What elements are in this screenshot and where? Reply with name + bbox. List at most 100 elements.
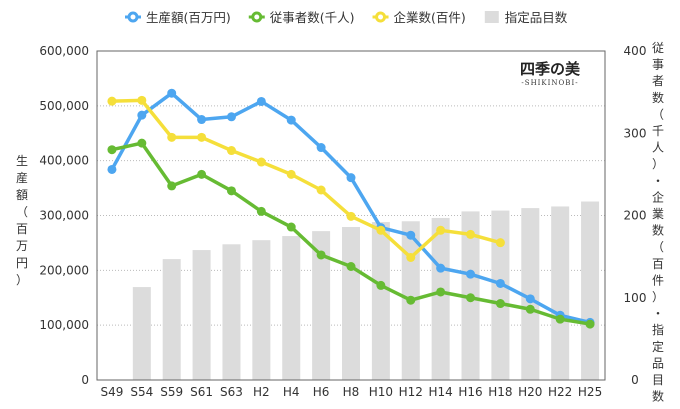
data-point [555, 314, 565, 324]
data-point [436, 287, 446, 297]
data-point [585, 319, 595, 329]
bar [371, 222, 390, 380]
data-point [466, 229, 476, 239]
y-left-title-char: 万 [16, 239, 28, 253]
series-line [111, 98, 501, 260]
data-point [256, 96, 266, 106]
x-tick: H12 [399, 385, 423, 399]
data-point [286, 169, 296, 179]
y-right-title-char: （ [652, 107, 664, 121]
data-point [406, 252, 416, 262]
data-point [256, 157, 266, 167]
x-tick: S63 [220, 385, 243, 399]
bar [282, 236, 301, 380]
bar [252, 240, 271, 380]
x-tick: S59 [160, 385, 183, 399]
y-right-tick: 400 [624, 44, 647, 58]
x-tick: H10 [369, 385, 393, 399]
data-point [197, 115, 207, 125]
data-point [495, 299, 505, 309]
y-right-title-char: ） [652, 157, 664, 171]
y-right-title-char: 企 [652, 189, 664, 204]
y-left-tick: 400,000 [39, 154, 89, 168]
bar [132, 287, 151, 380]
y-right-title-char: 数 [652, 223, 664, 238]
data-point [406, 230, 416, 240]
y-left-title-char: 産 [16, 170, 28, 185]
bar [342, 227, 360, 380]
legend-label: 従事者数(千人) [270, 10, 355, 25]
data-point [167, 132, 177, 142]
y-right-title-char: 従 [652, 41, 664, 55]
y-right-title-char: 業 [652, 207, 664, 221]
data-point [197, 132, 207, 142]
x-tick: S54 [130, 385, 153, 399]
data-point [137, 110, 147, 120]
data-point [316, 185, 326, 195]
data-point [226, 186, 236, 196]
x-tick: H16 [458, 385, 482, 399]
y-right-title-char: 件 [652, 273, 664, 287]
data-point [316, 250, 326, 260]
x-tick: H22 [548, 385, 572, 399]
y-right-title-char: 者 [652, 74, 664, 88]
y-left-tick: 300,000 [39, 209, 89, 223]
legend-marker [375, 11, 387, 23]
data-point [436, 263, 446, 273]
logo-subtext: -SHIKINOBI- [521, 79, 579, 87]
y-right-tick: 0 [631, 373, 639, 387]
x-tick: S49 [100, 385, 123, 399]
y-right-title-char: 百 [652, 257, 664, 271]
bar [491, 210, 510, 380]
data-point [436, 225, 446, 235]
data-point [346, 173, 356, 183]
y-right-title-char: （ [652, 240, 664, 254]
data-point [226, 112, 236, 122]
y-right-title-char: 数 [652, 90, 664, 105]
x-tick: S61 [190, 385, 213, 399]
x-tick: H8 [343, 385, 360, 399]
bar [192, 250, 211, 380]
data-point [167, 181, 177, 191]
data-point [107, 96, 117, 106]
data-point [107, 164, 117, 174]
legend-label: 生産額(百万円) [146, 10, 231, 25]
bar [312, 231, 331, 380]
legend-swatch [484, 11, 499, 23]
data-point [316, 143, 326, 153]
data-point [406, 295, 416, 305]
legend-label: 企業数(百件) [394, 10, 466, 25]
y-left-title-char: 生 [16, 154, 28, 168]
data-point [286, 115, 296, 125]
data-point [346, 261, 356, 271]
y-right-title-char: 人 [652, 141, 664, 155]
x-tick: H18 [488, 385, 512, 399]
x-tick: H6 [313, 385, 330, 399]
x-tick: H2 [253, 385, 270, 399]
data-point [167, 88, 177, 98]
x-tick: H25 [578, 385, 602, 399]
data-point [256, 206, 266, 216]
y-right-title-char: 指 [652, 322, 664, 337]
data-point [137, 95, 147, 105]
data-point [197, 169, 207, 179]
y-right-title-char: 目 [652, 373, 664, 387]
y-right-title-char: 千 [652, 124, 664, 138]
y-right-title-char: ・ [652, 307, 664, 321]
y-left-tick: 600,000 [39, 44, 89, 58]
legend-marker [251, 11, 263, 23]
data-point [525, 294, 535, 304]
bar [431, 217, 450, 380]
bar [162, 259, 181, 380]
y-right-title-char: ・ [652, 174, 664, 188]
y-right-title-char: 品 [652, 356, 664, 370]
data-point [286, 222, 296, 232]
data-point [466, 293, 476, 303]
bar [581, 201, 600, 380]
legend-label: 指定品目数 [505, 10, 568, 25]
data-point [495, 238, 505, 248]
bar [521, 208, 540, 380]
y-right-title-char: 事 [652, 58, 664, 72]
y-left-title-char: 百 [16, 222, 28, 236]
